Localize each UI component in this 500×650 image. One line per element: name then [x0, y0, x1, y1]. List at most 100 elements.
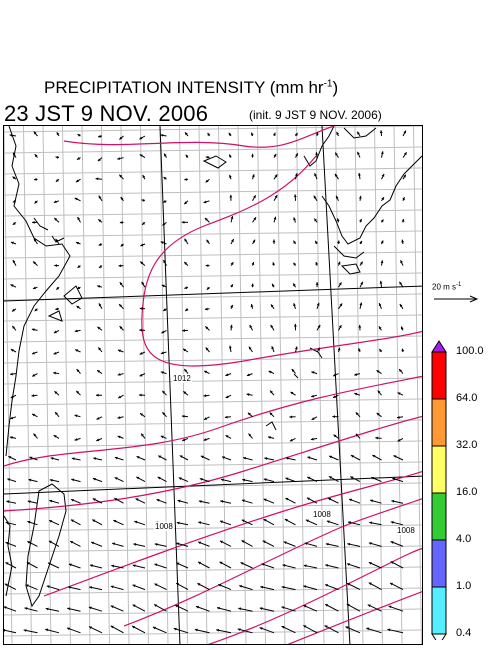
wind-arrow [77, 133, 81, 137]
wind-arrow [271, 346, 275, 353]
wind-arrow [136, 455, 146, 461]
wind-arrow [264, 457, 275, 461]
wind-arrow [239, 585, 253, 591]
wind-arrow [198, 521, 210, 526]
wind-arrow [315, 261, 319, 266]
wind-arrow [251, 261, 255, 266]
wind-arrow [230, 238, 235, 245]
title-text: PRECIPITATION INTENSITY (mm hr [44, 78, 324, 97]
wind-arrow [98, 195, 103, 202]
wind-arrow [335, 195, 339, 202]
wind-arrow [92, 519, 103, 526]
grid-parallel [4, 566, 422, 574]
wind-arrow [139, 373, 146, 377]
wind-arrow [387, 628, 404, 634]
wind-arrow [378, 326, 382, 331]
wind-arrow [98, 218, 103, 223]
wind-arrow [402, 130, 407, 137]
wind-arrow [346, 563, 361, 569]
wind-arrow [397, 437, 404, 442]
wind-arrow [350, 454, 361, 461]
wind-arrow [54, 411, 60, 418]
grid-meridian [198, 126, 208, 644]
wind-arrow [293, 194, 297, 201]
wind-arrow [4, 606, 17, 612]
wind-arrow [119, 221, 124, 224]
scale-tick-16: 16.0 [456, 486, 478, 498]
wind-arrow [219, 540, 232, 547]
wind-arrow [9, 436, 17, 440]
wind-arrow [313, 195, 318, 202]
wind-arrow [348, 498, 361, 504]
wind-arrow [281, 606, 296, 612]
wind-arrow [285, 497, 296, 504]
wind-arrow [379, 280, 383, 288]
wind-arrow [183, 390, 189, 396]
wind-arrow [33, 238, 38, 245]
wind-arrow [242, 478, 253, 483]
wind-arrow [356, 131, 361, 137]
wind-arrow [229, 174, 232, 180]
grid-meridian [62, 126, 71, 644]
wind-arrow [54, 264, 60, 268]
wind-arrow [31, 394, 38, 398]
wind-arrow [272, 239, 276, 245]
wind-arrow [183, 261, 189, 266]
wind-arrow [399, 303, 404, 310]
wind-arrow [205, 178, 210, 183]
wind-arrow [114, 476, 124, 483]
wind-arrow [401, 239, 405, 245]
scale-tick-32: 32.0 [456, 439, 478, 451]
grid-parallel [4, 419, 422, 427]
grid-parallel [4, 608, 422, 616]
wind-arrow [315, 282, 319, 288]
wind-arrow [140, 433, 146, 439]
wind-arrow [359, 281, 364, 288]
wind-arrow [391, 499, 404, 504]
wind-arrow [355, 411, 361, 418]
wind-arrow [27, 540, 38, 547]
wind-arrow [377, 390, 382, 396]
scale-tick-64: 64.0 [456, 392, 478, 404]
wind-arrow [249, 324, 253, 331]
wind-arrow [97, 326, 103, 331]
wind-arrow [9, 133, 17, 137]
wind-arrow [241, 519, 253, 526]
wind-arrow [390, 521, 404, 526]
wind-arrow [401, 348, 405, 353]
wind-arrow [119, 281, 124, 288]
wind-arrow [402, 152, 408, 158]
grid-meridian [276, 126, 286, 644]
wind-arrow [4, 583, 17, 591]
wind-arrow [324, 625, 339, 634]
wind-arrow [282, 564, 296, 569]
wind-arrow [139, 154, 146, 159]
wind-arrow [334, 173, 339, 180]
wind-arrow [182, 329, 189, 332]
wind-arrow [263, 478, 275, 483]
wind-arrow [293, 323, 297, 331]
wind-arrow [184, 177, 189, 181]
wind-arrow [120, 196, 124, 202]
wind-arrow [92, 498, 103, 504]
wind-arrow [74, 329, 81, 333]
wind-arrow [132, 564, 146, 569]
wind-arrow [289, 437, 296, 442]
wind-arrow [216, 606, 232, 612]
color-scale: 100.0 64.0 32.0 16.0 4.0 1.0 0.4 [430, 340, 500, 640]
wind-arrow [75, 241, 81, 245]
wind-arrow [347, 521, 361, 526]
wind-arrow [358, 324, 362, 331]
wind-arrow [270, 304, 275, 310]
wind-arrow [114, 497, 124, 504]
wind-arrow [316, 324, 321, 331]
wind-arrow [95, 393, 103, 397]
grid-meridian [179, 126, 188, 644]
scale-tick-100: 100.0 [456, 345, 484, 357]
wind-arrow [96, 416, 103, 420]
grid-meridian [354, 126, 364, 644]
wind-arrow [179, 455, 189, 461]
chart-title: PRECIPITATION INTENSITY (mm hr-1) [44, 78, 338, 98]
wind-arrow [354, 392, 361, 396]
wind-arrow [141, 221, 146, 226]
